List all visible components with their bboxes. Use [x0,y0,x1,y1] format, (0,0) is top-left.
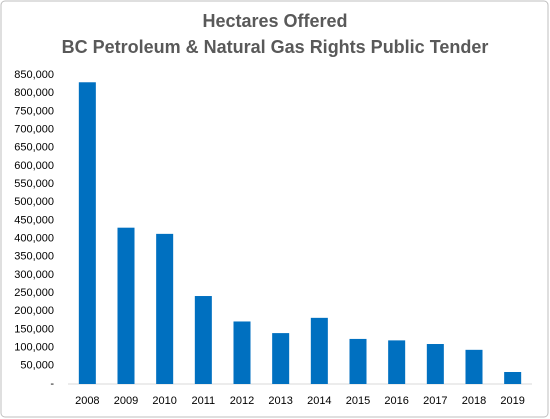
x-tick-label: 2012 [230,395,254,407]
chart-subtitle: BC Petroleum & Natural Gas Rights Public… [62,37,489,57]
y-tick-label: 750,000 [14,105,54,117]
bar [272,333,290,384]
y-tick-label: 150,000 [14,323,54,335]
y-tick-label: 700,000 [14,123,54,135]
bar [426,344,444,384]
y-tick-label: 300,000 [14,269,54,281]
bar [78,82,96,384]
bar [388,340,406,384]
bar [233,321,251,384]
x-tick-label: 2011 [192,395,216,407]
x-tick-label: 2009 [114,395,138,407]
y-tick-label: 350,000 [14,251,54,263]
x-tick-label: 2013 [268,395,292,407]
y-tick-label: 600,000 [14,160,54,172]
x-tick-label: 2016 [384,395,408,407]
x-tick-label: 2015 [346,395,370,407]
y-tick-label: 650,000 [14,142,54,154]
chart-title: Hectares Offered [202,11,347,31]
bar [194,296,212,384]
y-tick-label: 100,000 [14,342,54,354]
x-tick-label: 2018 [462,395,486,407]
x-tick-label: 2008 [75,395,99,407]
x-tick-label: 2017 [423,395,447,407]
x-tick-label: 2010 [152,395,176,407]
y-tick-label: - [50,378,54,390]
x-tick-label: 2019 [500,395,524,407]
bar [117,227,135,384]
bar [310,317,328,384]
bar [156,233,174,384]
y-tick-label: 250,000 [14,287,54,299]
y-tick-label: 500,000 [14,196,54,208]
y-tick-label: 800,000 [14,87,54,99]
x-tick-label: 2014 [307,395,331,407]
bar [465,349,483,384]
y-tick-label: 50,000 [20,360,54,372]
y-tick-label: 550,000 [14,178,54,190]
y-tick-label: 200,000 [14,305,54,317]
y-tick-label: 400,000 [14,232,54,244]
y-tick-label: 450,000 [14,214,54,226]
bar [504,372,522,384]
bar [349,338,367,384]
y-tick-label: 850,000 [14,69,54,81]
